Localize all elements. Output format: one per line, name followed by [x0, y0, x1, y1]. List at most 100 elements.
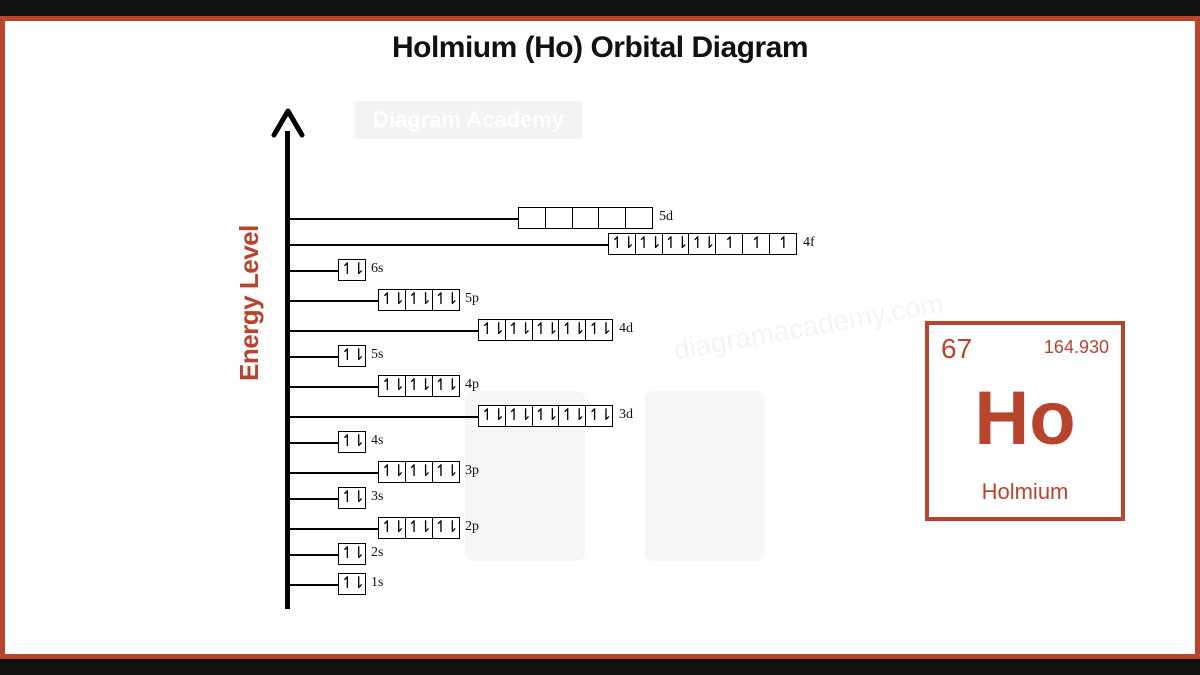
orbital-label: 5p: [465, 291, 479, 307]
orbital-box: [432, 289, 460, 311]
orbital-box: [478, 405, 506, 427]
orbital-label: 3p: [465, 463, 479, 479]
level-connector: [288, 554, 338, 556]
energy-level-row: 5p: [288, 289, 519, 313]
orbital-boxes: [608, 233, 797, 255]
orbital-label: 3s: [371, 489, 383, 505]
energy-level-row: 3s: [288, 487, 425, 511]
orbital-box: [532, 319, 560, 341]
orbital-box: [338, 259, 366, 281]
orbital-box: [545, 207, 573, 229]
orbital-label: 5s: [371, 347, 383, 363]
orbital-boxes: [338, 543, 366, 565]
orbital-boxes: [338, 573, 366, 595]
energy-level-row: 4p: [288, 375, 519, 399]
energy-level-row: 2s: [288, 543, 425, 567]
orbital-box: [405, 289, 433, 311]
level-connector: [288, 472, 378, 474]
energy-level-row: 6s: [288, 259, 425, 283]
orbital-label: 5d: [659, 209, 673, 225]
page-title: Holmium (Ho) Orbital Diagram: [5, 31, 1195, 65]
orbital-box: [338, 543, 366, 565]
orbital-box: [432, 375, 460, 397]
energy-level-row: 3p: [288, 461, 519, 485]
level-connector: [288, 442, 338, 444]
orbital-boxes: [338, 259, 366, 281]
orbital-box: [608, 233, 636, 255]
orbital-boxes: [378, 289, 460, 311]
orbital-label: 3d: [619, 407, 633, 423]
orbital-box: [662, 233, 690, 255]
level-connector: [288, 330, 478, 332]
element-tile: 67 164.930 Ho Holmium: [925, 321, 1125, 521]
element-name: Holmium: [929, 479, 1121, 505]
orbital-box: [378, 289, 406, 311]
energy-level-row: 5d: [288, 207, 713, 231]
orbital-boxes: [338, 345, 366, 367]
orbital-box: [558, 405, 586, 427]
arrow-up-icon: [268, 107, 308, 147]
energy-level-row: 4s: [288, 431, 425, 455]
atomic-number: 67: [941, 333, 972, 365]
orbital-boxes: [378, 375, 460, 397]
orbital-diagram: Energy Level 5d4f6s5p4d5s4p3d4s3p3s2p2s1…: [240, 111, 880, 621]
y-axis-label: Energy Level: [234, 225, 265, 381]
orbital-box: [505, 319, 533, 341]
orbital-label: 4d: [619, 321, 633, 337]
orbital-boxes: [338, 431, 366, 453]
orbital-box: [585, 405, 613, 427]
orbital-box: [338, 431, 366, 453]
orbital-box: [688, 233, 716, 255]
orbital-label: 2s: [371, 545, 383, 561]
bottom-bar: [0, 659, 1200, 675]
atomic-mass: 164.930: [1044, 337, 1109, 358]
orbital-label: 4p: [465, 377, 479, 393]
orbital-label: 1s: [371, 575, 383, 591]
orbital-box: [405, 375, 433, 397]
orbital-box: [338, 573, 366, 595]
level-connector: [288, 416, 478, 418]
orbital-box: [432, 517, 460, 539]
orbital-box: [378, 517, 406, 539]
level-connector: [288, 270, 338, 272]
orbital-box: [532, 405, 560, 427]
energy-level-row: 4d: [288, 319, 673, 343]
orbital-box: [518, 207, 546, 229]
level-connector: [288, 498, 338, 500]
orbital-box: [769, 233, 797, 255]
orbital-box: [558, 319, 586, 341]
level-connector: [288, 356, 338, 358]
orbital-box: [572, 207, 600, 229]
level-connector: [288, 528, 378, 530]
level-connector: [288, 244, 608, 246]
top-bar: [0, 0, 1200, 16]
orbital-box: [338, 345, 366, 367]
energy-level-row: 3d: [288, 405, 673, 429]
orbital-boxes: [518, 207, 653, 229]
orbital-box: [478, 319, 506, 341]
orbital-box: [635, 233, 663, 255]
level-connector: [288, 386, 378, 388]
orbital-box: [598, 207, 626, 229]
orbital-box: [405, 461, 433, 483]
level-connector: [288, 218, 518, 220]
orbital-boxes: [478, 405, 613, 427]
orbital-label: 4f: [803, 235, 815, 251]
orbital-boxes: [338, 487, 366, 509]
orbital-boxes: [378, 517, 460, 539]
orbital-box: [715, 233, 743, 255]
level-connector: [288, 300, 378, 302]
orbital-box: [378, 375, 406, 397]
orbital-label: 4s: [371, 433, 383, 449]
energy-level-row: 1s: [288, 573, 425, 597]
element-symbol: Ho: [929, 375, 1121, 462]
energy-level-row: 4f: [288, 233, 857, 257]
diagram-frame: Holmium (Ho) Orbital Diagram Diagram Aca…: [0, 16, 1200, 659]
orbital-box: [505, 405, 533, 427]
orbital-box: [432, 461, 460, 483]
energy-level-row: 2p: [288, 517, 519, 541]
orbital-boxes: [378, 461, 460, 483]
orbital-box: [585, 319, 613, 341]
level-connector: [288, 584, 338, 586]
orbital-box: [378, 461, 406, 483]
